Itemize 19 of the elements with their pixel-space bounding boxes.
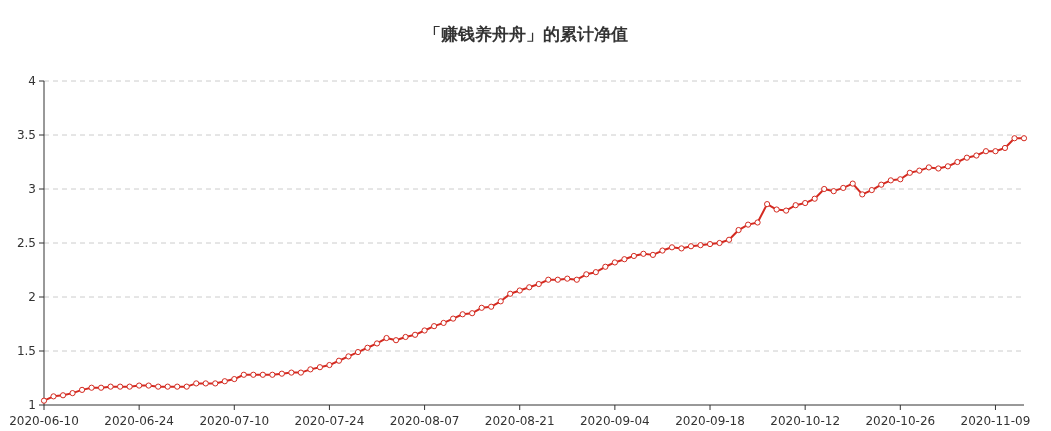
x-tick-label: 2020-06-24 — [104, 414, 175, 428]
y-tick-label: 1 — [28, 398, 36, 412]
chart-title: 「赚钱养舟舟」的累计净值 — [423, 24, 628, 44]
y-tick-label: 1.5 — [16, 344, 36, 358]
x-tick-label: 2020-07-24 — [294, 414, 365, 428]
y-tick-label: 2.5 — [16, 236, 36, 250]
x-tick-label: 2020-08-07 — [389, 414, 460, 428]
x-tick-label: 2020-11-09 — [960, 414, 1031, 428]
x-tick-label: 2020-07-10 — [199, 414, 270, 428]
x-tick-label: 2020-10-26 — [865, 414, 936, 428]
x-tick-label: 2020-08-21 — [484, 414, 555, 428]
x-tick-label: 2020-06-10 — [9, 414, 79, 428]
x-tick-label: 2020-10-12 — [770, 414, 841, 428]
x-tick-label: 2020-09-04 — [580, 414, 650, 428]
x-tick-label: 2020-09-18 — [675, 414, 745, 428]
y-tick-label: 3.5 — [16, 128, 36, 142]
y-tick-label: 4 — [28, 74, 36, 88]
y-tick-label: 2 — [28, 290, 36, 304]
y-tick-label: 3 — [28, 182, 36, 196]
